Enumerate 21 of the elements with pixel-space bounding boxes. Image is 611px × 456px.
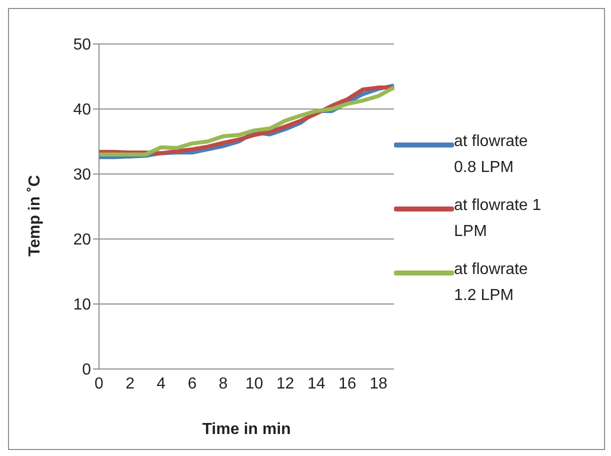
x-tick-label: 16 xyxy=(338,375,356,392)
x-tick-label: 18 xyxy=(370,375,388,392)
legend-label: at flowrate 1 LPM xyxy=(454,196,542,242)
y-tick-label: 30 xyxy=(73,166,92,184)
x-tick-label: 2 xyxy=(126,375,135,392)
x-axis-title: Time in min xyxy=(202,421,291,438)
y-tick-label: 0 xyxy=(82,362,92,379)
x-tick-label: 14 xyxy=(307,375,326,392)
y-axis-title: Temp in ˚C xyxy=(26,174,44,256)
y-tick-label: 40 xyxy=(73,102,92,119)
y-tick-label: 10 xyxy=(73,296,92,314)
legend-label: at flowrate 0.8 LPM xyxy=(454,132,529,178)
x-tick-label: 8 xyxy=(218,375,228,392)
legend-label: at flowrate 1.2 LPM xyxy=(454,260,529,306)
y-tick-label: 20 xyxy=(73,232,92,249)
x-tick-label: 4 xyxy=(156,375,166,392)
x-tick-label: 12 xyxy=(276,375,294,392)
x-tick-label: 10 xyxy=(245,375,264,392)
y-tick-label: 50 xyxy=(73,36,92,54)
x-tick-label: 6 xyxy=(188,375,197,392)
x-tick-label: 0 xyxy=(94,375,104,392)
